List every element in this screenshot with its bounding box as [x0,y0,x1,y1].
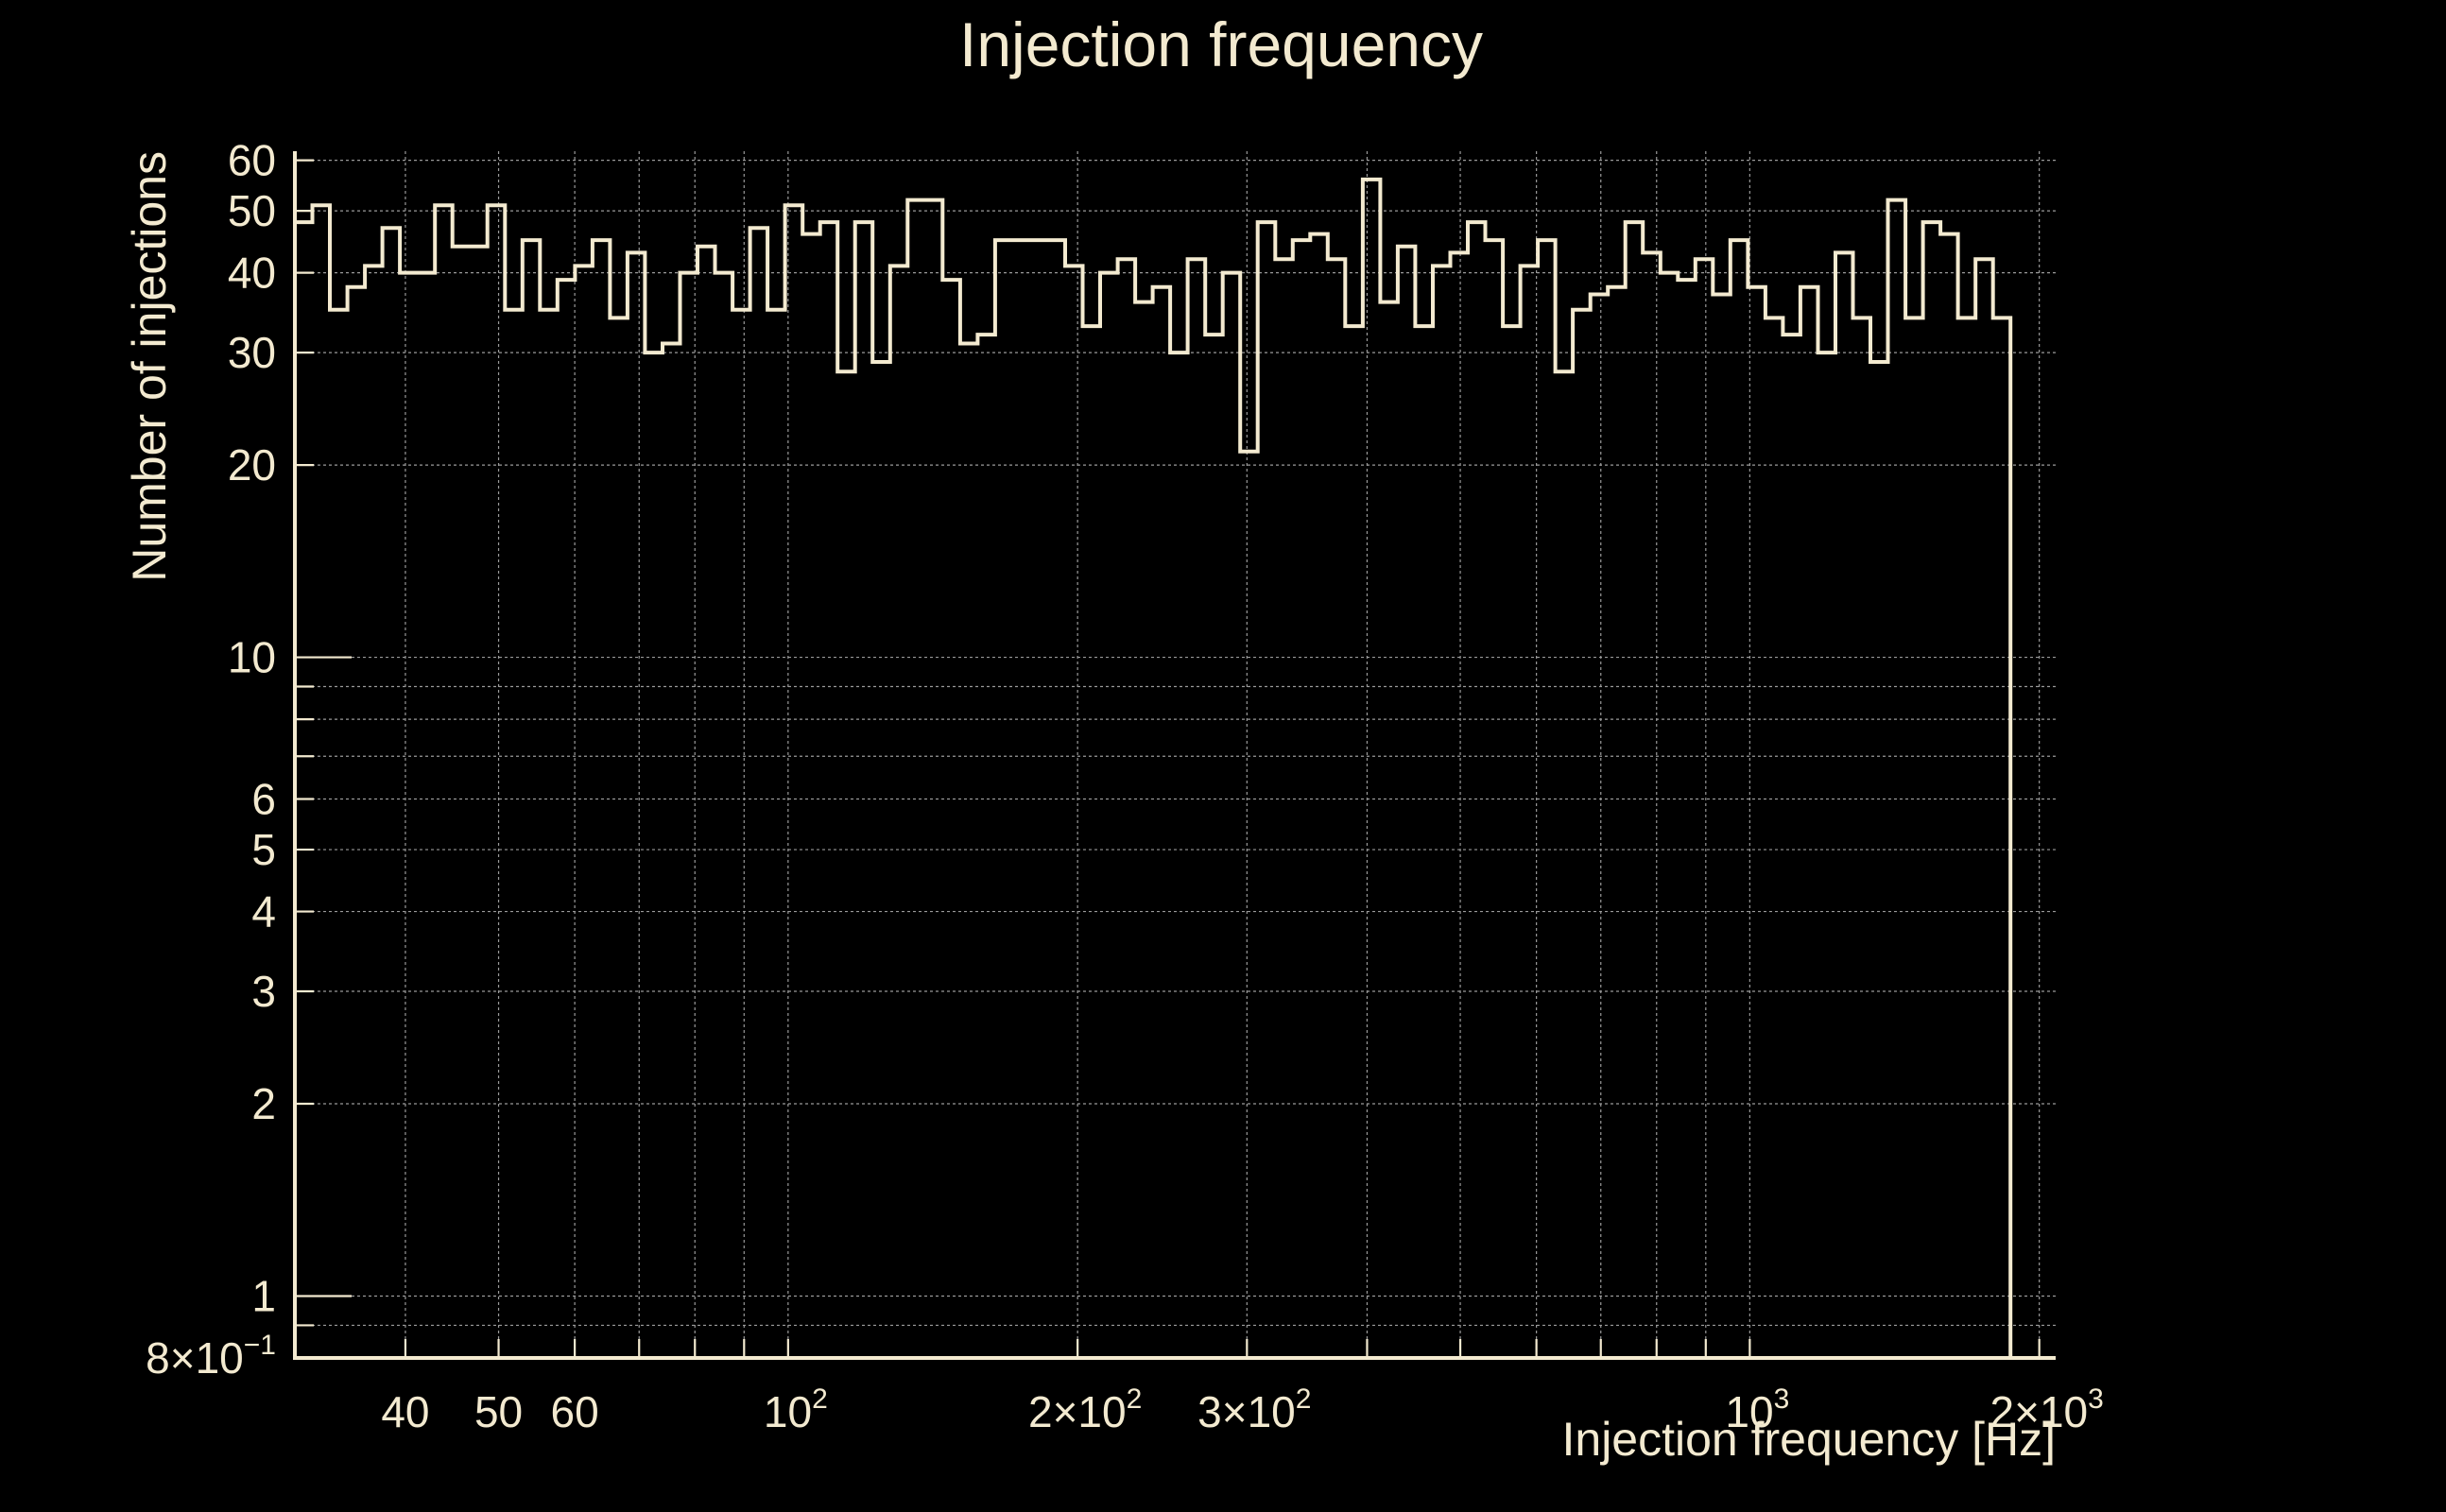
chart-title: Injection frequency [959,9,1483,79]
y-tick-label: 8×10−1 [146,1330,276,1383]
x-tick-label: 2×102 [1028,1383,1142,1436]
y-tick-label: 5 [251,825,276,874]
x-tick-label: 60 [551,1387,599,1436]
y-tick-label: 4 [251,887,276,936]
x-tick-label: 2×103 [1990,1383,2104,1436]
y-tick-label: 50 [228,186,276,235]
y-tick-label: 60 [228,136,276,185]
histogram-line [295,177,2013,1358]
y-tick-label: 20 [228,440,276,490]
y-axis-label: Number of injections [123,151,176,582]
x-tick-labels: 40 50 60 102 2×102 3×102 103 2×103 [381,1383,2103,1436]
y-tick-label: 1 [251,1271,276,1320]
x-tick-label: 3×102 [1197,1383,1311,1436]
x-tick-label: 103 [1725,1383,1789,1436]
y-tick-label: 30 [228,328,276,377]
y-tick-label: 3 [251,967,276,1016]
x-tick-label: 50 [474,1387,523,1436]
x-tick-label: 40 [381,1387,429,1436]
grid-lines [295,151,2056,1358]
axes [293,151,2056,1360]
y-tick-label: 2 [251,1079,276,1128]
x-axis-label: Injection frequency [Hz] [1562,1413,2057,1466]
x-tick-label: 102 [764,1383,828,1436]
y-tick-label: 6 [251,775,276,824]
y-tick-label: 10 [228,633,276,682]
y-tick-label: 40 [228,249,276,298]
